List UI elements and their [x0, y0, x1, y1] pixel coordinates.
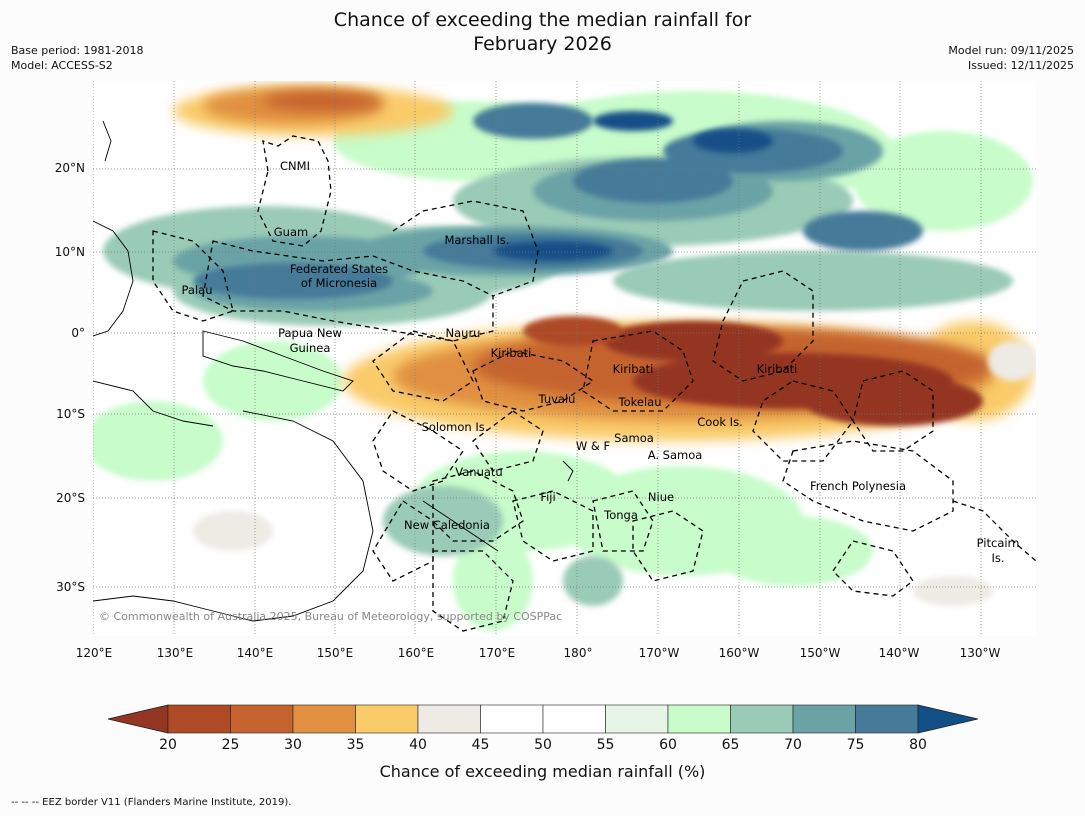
colorbar-tick-label: 30 [284, 737, 302, 753]
colorbar-tick-label: 70 [784, 737, 802, 753]
label-png-1: Papua New [278, 326, 342, 340]
graticule [93, 81, 1036, 636]
label-palau: Palau [182, 283, 213, 297]
lon-label-130e: 130°E [156, 646, 194, 660]
colorbar-extend-low [107, 704, 169, 734]
colorbar-segment [792, 704, 856, 734]
colorbar-segment [292, 704, 356, 734]
colorbar-tick-label: 45 [471, 737, 490, 753]
field-deep-blue [493, 111, 773, 261]
colorbar-segment [167, 704, 231, 734]
model-name: Model: ACCESS-S2 [11, 59, 113, 72]
label-wf: W & F [576, 439, 610, 453]
chart-title: Chance of exceeding the median rainfall … [0, 8, 1085, 56]
label-pitcairn-2: Is. [991, 551, 1004, 565]
lon-label-120e: 120°E [75, 646, 113, 660]
label-asamoa: A. Samoa [648, 448, 703, 462]
label-guam: Guam [274, 225, 308, 239]
meta-right: Model run: 09/11/2025 Issued: 12/11/2025 [948, 43, 1074, 73]
rainfall-map: CNMI Guam Marshall Is. Federated States … [93, 81, 1036, 636]
base-period: Base period: 1981-2018 [11, 44, 144, 57]
colorbar-tick-label: 35 [346, 737, 365, 753]
label-fsm-2: of Micronesia [301, 276, 377, 290]
label-samoa: Samoa [614, 431, 654, 445]
colorbar-segment [417, 704, 481, 734]
label-tokelau: Tokelau [618, 395, 662, 409]
label-png-2: Guinea [290, 341, 331, 355]
label-vanuatu: Vanuatu [455, 465, 502, 479]
colorbar-tick-label: 80 [909, 737, 927, 753]
field-blue [193, 103, 923, 299]
colorbar-segment [667, 704, 731, 734]
lon-label-170w: 170°W [638, 646, 680, 660]
label-fsm-1: Federated States [290, 262, 388, 276]
colorbar-segment [355, 704, 419, 734]
label-nauru: Nauru [446, 326, 481, 340]
title-line-2: February 2026 [473, 33, 612, 55]
colorbar-tick-label: 40 [409, 737, 427, 753]
lat-label-30s: 30°S [56, 580, 85, 594]
colorbar-segment [480, 704, 544, 734]
lon-label-130w: 130°W [959, 646, 1001, 660]
colorbar [107, 704, 979, 734]
lon-label-160e: 160°E [397, 646, 435, 660]
label-cnmi: CNMI [280, 159, 310, 173]
map-svg: CNMI Guam Marshall Is. Federated States … [93, 81, 1036, 636]
colorbar-tick-label: 55 [596, 737, 615, 753]
lat-label-20s: 20°S [56, 491, 85, 505]
lon-label-140w: 140°W [878, 646, 920, 660]
colorbar-tick-label: 50 [534, 737, 552, 753]
eez-borders [152, 135, 1036, 632]
lon-label-140e: 140°E [236, 646, 274, 660]
colorbar-tick-label: 20 [159, 737, 177, 753]
colorbar-segment [605, 704, 669, 734]
colorbar-tick-label: 75 [846, 737, 865, 753]
lat-label-20n: 20°N [54, 161, 85, 175]
lat-label-0: 0° [71, 326, 85, 340]
colorbar-segment [855, 704, 919, 734]
label-tonga: Tonga [603, 508, 638, 522]
footer-note: -- -- -- EEZ border V11 (Flanders Marine… [11, 797, 292, 808]
label-solomon: Solomon Is. [422, 420, 489, 434]
lon-label-150e: 150°E [316, 646, 354, 660]
label-fiji: Fiji [540, 490, 555, 504]
label-marshall: Marshall Is. [444, 233, 509, 247]
colorbar-segments [107, 704, 979, 734]
colorbar-segment [542, 704, 606, 734]
lon-label-150w: 150°W [799, 646, 841, 660]
colorbar-tick-label: 60 [659, 737, 677, 753]
coastlines [93, 120, 574, 622]
meta-left: Base period: 1981-2018 Model: ACCESS-S2 [11, 43, 143, 73]
label-cook: Cook Is. [697, 415, 742, 429]
title-line-1: Chance of exceeding the median rainfall … [333, 9, 752, 31]
copyright-text: © Commonwealth of Australia 2025, Bureau… [99, 610, 563, 623]
colorbar-extend-high [917, 704, 979, 734]
issued-date: Issued: 12/11/2025 [967, 59, 1074, 72]
colorbar-label: Chance of exceeding median rainfall (%) [379, 762, 706, 781]
lon-label-180: 180° [563, 646, 593, 660]
colorbar-tick-label: 25 [221, 737, 240, 753]
colorbar-segment [730, 704, 794, 734]
label-tuvalu: Tuvalu [538, 392, 576, 406]
label-french-polynesia: French Polynesia [810, 479, 906, 493]
colorbar-tick-label: 65 [721, 737, 740, 753]
label-pitcairn-1: Pitcairn [977, 536, 1020, 550]
lat-label-10n: 10°N [54, 245, 85, 259]
field-grey [193, 341, 1036, 606]
lon-label-170e: 170°E [478, 646, 516, 660]
label-kiribati-central: Kiribati [613, 362, 654, 376]
lat-label-10s: 10°S [56, 407, 85, 421]
colorbar-segment [230, 704, 294, 734]
model-run: Model run: 09/11/2025 [948, 44, 1074, 57]
lon-label-160w: 160°W [718, 646, 760, 660]
label-kiribati-west: Kiribati [491, 346, 532, 360]
label-niue: Niue [648, 490, 674, 504]
label-kiribati-east: Kiribati [757, 362, 798, 376]
label-new-caledonia: New Caledonia [404, 518, 490, 532]
